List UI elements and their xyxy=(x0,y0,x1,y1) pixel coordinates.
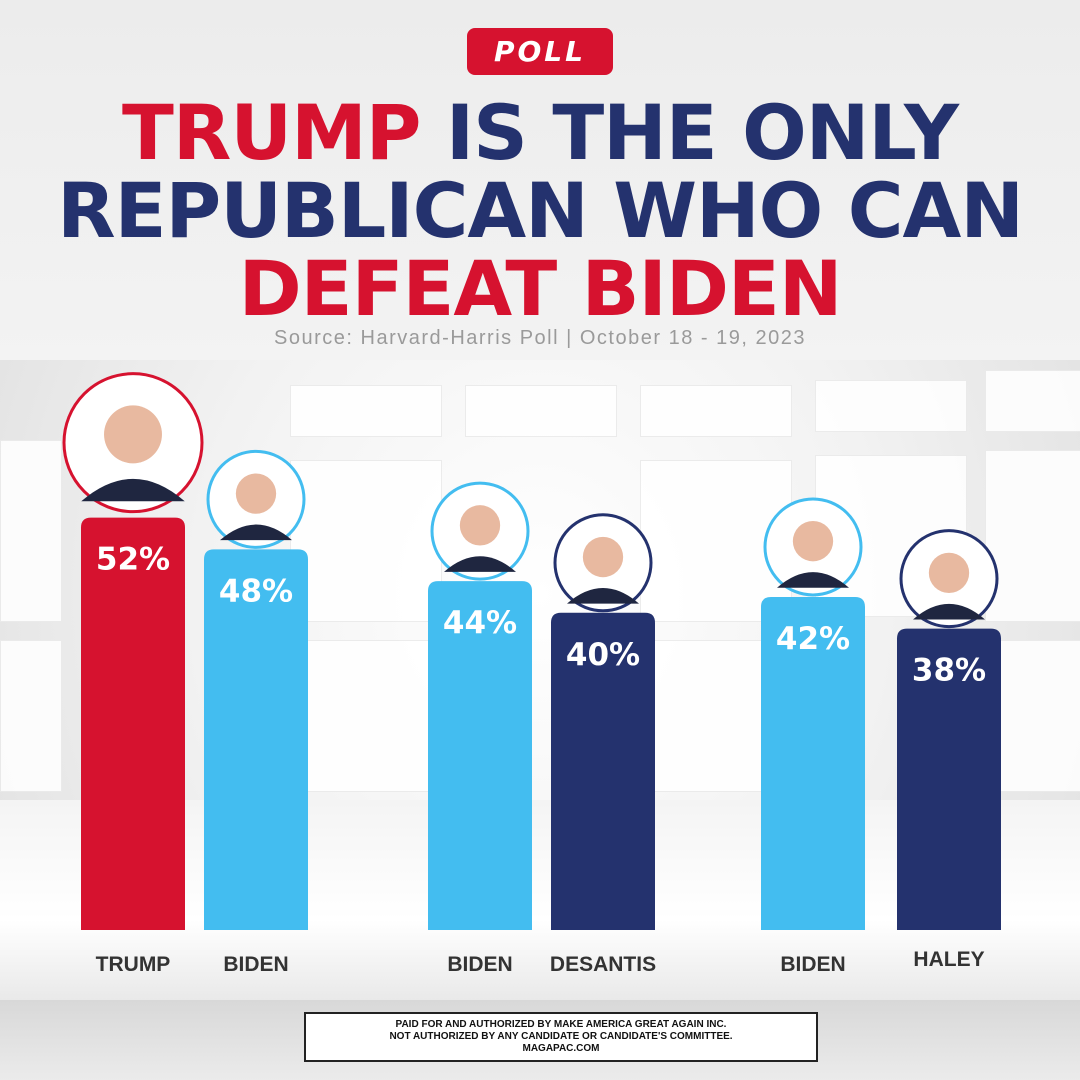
disclaimer-line-2: NOT AUTHORIZED BY ANY CANDIDATE OR CANDI… xyxy=(389,1031,733,1042)
disclaimer-line-3: MAGAPAC.COM xyxy=(522,1043,600,1054)
poll-badge: POLL xyxy=(467,28,613,75)
category-label-desantis-1: DESANTIS xyxy=(550,953,656,976)
bar-trump-0 xyxy=(81,517,185,930)
portrait-desantis-1 xyxy=(553,513,653,613)
disclaimer-line-1: PAID FOR AND AUTHORIZED BY MAKE AMERICA … xyxy=(395,1019,727,1030)
headline-line-2: REPUBLICAN WHO CAN xyxy=(57,166,1024,255)
bar-biden-2 xyxy=(761,596,865,930)
disclaimer-box: PAID FOR AND AUTHORIZED BY MAKE AMERICA … xyxy=(304,1012,818,1062)
portrait-biden-2 xyxy=(763,497,863,597)
category-label-biden-1: BIDEN xyxy=(447,953,512,976)
value-label-trump-0: 52% xyxy=(96,542,170,578)
bar-biden-1 xyxy=(428,581,532,930)
portrait-trump-0 xyxy=(62,372,204,514)
category-label-trump-0: TRUMP xyxy=(96,953,171,976)
portrait-biden-1 xyxy=(430,481,530,581)
category-label-haley-2: HALEY xyxy=(913,948,984,971)
headline-line-1: TRUMP IS THE ONLY xyxy=(0,92,1080,174)
category-label-biden-2: BIDEN xyxy=(780,953,845,976)
portrait-haley-2 xyxy=(899,529,999,629)
headline-rest: IS THE ONLY xyxy=(420,88,959,177)
value-label-desantis-1: 40% xyxy=(566,637,640,673)
headline-line-3: DEFEAT BIDEN xyxy=(238,244,843,333)
bar-biden-0 xyxy=(204,549,308,930)
value-label-biden-0: 48% xyxy=(219,573,293,609)
bar-desantis-1 xyxy=(551,612,655,930)
value-label-biden-1: 44% xyxy=(443,605,517,641)
value-label-biden-2: 42% xyxy=(776,621,850,657)
bar-haley-2 xyxy=(897,628,1001,930)
portrait-biden-0 xyxy=(206,449,306,549)
headline-trump: TRUMP xyxy=(122,88,421,177)
source-line: Source: Harvard-Harris Poll | October 18… xyxy=(274,327,806,349)
value-label-haley-2: 38% xyxy=(912,653,986,689)
bar-chart: 52% TRUMP 48% BIDEN 44% BIDEN 40% DESANTIS 42% BI… xyxy=(62,372,1001,976)
category-label-biden-0: BIDEN xyxy=(223,953,288,976)
